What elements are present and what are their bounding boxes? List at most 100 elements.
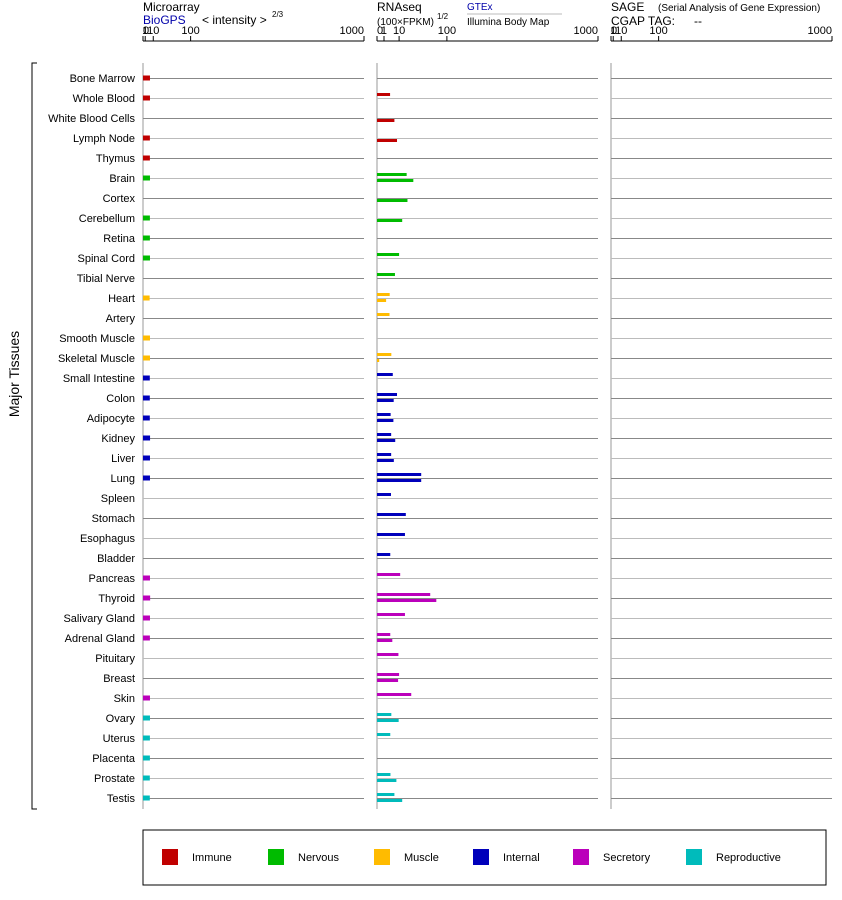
rnaseq-tick-label: 1 [381, 25, 387, 37]
tissue-label: Thyroid [98, 593, 135, 605]
legend-swatch-immune [162, 849, 178, 865]
rnaseq-ibm-bar [377, 179, 414, 182]
tissue-label: Salivary Gland [63, 613, 135, 625]
microarray-bar [143, 395, 150, 401]
rnaseq-ibm-bar [377, 139, 398, 142]
tissue-label: Bone Marrow [70, 73, 135, 85]
tissue-label: Artery [106, 313, 136, 325]
microarray-bar [143, 215, 150, 221]
rnaseq-gtex-bar [377, 433, 392, 436]
tissue-label: Esophagus [80, 533, 136, 545]
tissue-label: Uterus [103, 733, 136, 745]
microarray-bar [143, 295, 150, 301]
rnaseq-unit-exponent: 1/2 [437, 12, 449, 21]
tissue-label: Tibial Nerve [77, 273, 135, 285]
cgap-tag-value: -- [694, 14, 702, 28]
microarray-bar [143, 435, 151, 441]
tissue-label: Brain [109, 173, 135, 185]
rnaseq-gtex-bar [377, 293, 390, 296]
rnaseq-ibm-bar [377, 119, 395, 122]
rnaseq-gtex-bar [377, 513, 406, 516]
rnaseq-gtex-bar [377, 733, 391, 736]
tissue-label: Small Intestine [63, 373, 135, 385]
rnaseq-ibm-bar [377, 299, 387, 302]
rnaseq-tick-label: 0 [377, 25, 383, 37]
microarray-bar [143, 735, 150, 741]
legend-label-immune: Immune [192, 852, 232, 864]
microarray-unit-exponent: 2/3 [272, 10, 284, 19]
rnaseq-gtex-bar [377, 493, 391, 496]
tissue-label: Breast [103, 673, 135, 685]
sage-title: SAGE [611, 0, 644, 14]
rnaseq-gtex-bar [377, 313, 390, 316]
rnaseq-gtex-bar [377, 393, 398, 396]
sage-tick-label: 100 [649, 25, 667, 37]
sage-tick-label: 10 [615, 25, 627, 37]
microarray-bar [143, 795, 150, 801]
rnaseq-tick-label: 100 [438, 25, 456, 37]
rnaseq-gtex-bar [377, 553, 391, 556]
microarray-bar [143, 175, 150, 181]
sage-subtitle: (Serial Analysis of Gene Expression) [658, 3, 820, 14]
sage-tick-label: 1000 [808, 25, 832, 37]
rnaseq-tick-label: 1000 [574, 25, 598, 37]
tissue-label: Adrenal Gland [65, 633, 135, 645]
tissue-label: Smooth Muscle [59, 333, 135, 345]
tissue-label: Lymph Node [73, 133, 135, 145]
microarray-bar [143, 355, 150, 361]
microarray-bar [143, 755, 150, 761]
tissue-label: Lung [111, 473, 135, 485]
microarray-bar [143, 455, 150, 461]
tissue-label: Prostate [94, 773, 135, 785]
rnaseq-title: RNAseq [377, 0, 422, 14]
tissue-label: Adipocyte [87, 413, 135, 425]
tissue-label: Spinal Cord [78, 253, 135, 265]
rnaseq-ibm-bar [377, 719, 399, 722]
legend-label-internal: Internal [503, 852, 540, 864]
rnaseq-gtex-bar [377, 473, 422, 476]
legend-swatch-nervous [268, 849, 284, 865]
tissue-label: Spleen [101, 493, 135, 505]
rnaseq-ibm-bar [377, 779, 397, 782]
microarray-bar [143, 715, 150, 721]
microarray-bar [143, 775, 150, 781]
legend-swatch-internal [473, 849, 489, 865]
tissue-label: Colon [106, 393, 135, 405]
rnaseq-gtex-bar [377, 93, 391, 96]
microarray-bar [143, 695, 150, 701]
microarray-bar [143, 155, 150, 161]
rnaseq-ibm-bar [377, 199, 408, 202]
microarray-tick-label: 100 [181, 25, 199, 37]
tissue-label: Whole Blood [73, 93, 135, 105]
microarray-bar [143, 135, 150, 141]
legend-label-reproductive: Reproductive [716, 852, 781, 864]
tissue-label: Ovary [106, 713, 136, 725]
rnaseq-gtex-bar [377, 453, 392, 456]
rnaseq-gtex-bar [377, 773, 391, 776]
microarray-tick-label: 10 [147, 25, 159, 37]
tissue-label: Skin [114, 693, 135, 705]
microarray-title: Microarray [143, 0, 200, 14]
rnaseq-ibm-bar [377, 459, 394, 462]
rnaseq-gtex-bar [377, 693, 412, 696]
microarray-bar [143, 255, 150, 261]
rnaseq-gtex-bar [377, 713, 392, 716]
rnaseq-gtex-bar [377, 533, 405, 536]
legend-swatch-reproductive [686, 849, 702, 865]
tissue-label: White Blood Cells [48, 113, 135, 125]
tissue-label: Heart [108, 293, 135, 305]
gtex-source-label[interactable]: GTEx [467, 2, 493, 13]
microarray-unit: < intensity > [202, 13, 267, 27]
rnaseq-gtex-bar [377, 253, 400, 256]
legend-swatch-muscle [374, 849, 390, 865]
biogps-link[interactable]: BioGPS [143, 13, 186, 27]
microarray-tick-label: 1000 [340, 25, 364, 37]
rnaseq-ibm-bar [377, 399, 394, 402]
rnaseq-gtex-bar [377, 573, 401, 576]
legend-swatch-secretory [573, 849, 589, 865]
sage-tick-label: 0 [611, 25, 617, 37]
rnaseq-ibm-bar [377, 219, 403, 222]
microarray-bar [143, 575, 150, 581]
rnaseq-unit: (100×FPKM) [377, 17, 434, 28]
tissue-label: Placenta [92, 753, 136, 765]
